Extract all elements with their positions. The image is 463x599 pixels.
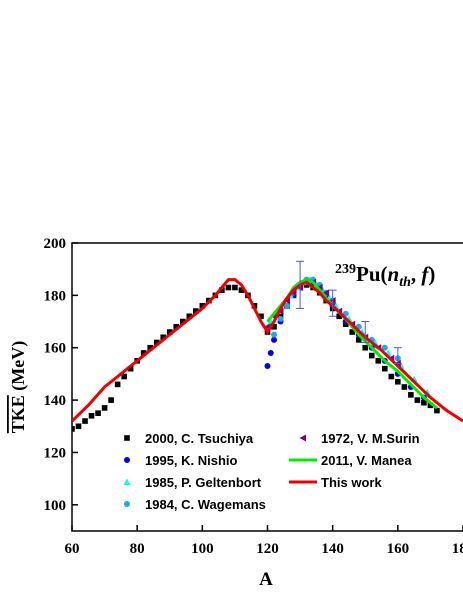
- point: [277, 315, 284, 322]
- point: [108, 397, 114, 403]
- error-bar: [296, 260, 305, 309]
- y-tick-label: 120: [44, 445, 67, 461]
- point: [271, 336, 278, 343]
- point: [264, 363, 271, 370]
- legend-label: 1984, C. Wagemans: [145, 497, 266, 512]
- point: [82, 418, 88, 424]
- y-tick-label: 140: [44, 393, 67, 409]
- series-line: [72, 278, 463, 423]
- point: [95, 410, 101, 416]
- title-part: 239: [335, 262, 356, 277]
- point: [271, 323, 277, 330]
- error-bar: [328, 289, 337, 317]
- legend-label: 1972, V. M.Surin: [321, 431, 420, 446]
- point: [199, 303, 206, 309]
- point: [336, 313, 342, 320]
- point: [186, 313, 193, 320]
- y-label-part: (MeV): [8, 341, 29, 395]
- legend-swatch: [124, 435, 130, 441]
- legend-swatch: [123, 478, 131, 485]
- y-axis-label: TKE (MeV): [8, 341, 29, 433]
- point: [88, 413, 95, 419]
- title-part: Pu(: [356, 262, 388, 286]
- x-tick-label: 160: [387, 541, 410, 557]
- y-tick-label: 180: [44, 288, 67, 304]
- error-bar: [393, 347, 402, 364]
- point: [72, 426, 75, 432]
- point: [375, 358, 382, 364]
- point: [401, 384, 408, 390]
- point: [75, 423, 82, 430]
- point: [225, 284, 232, 291]
- point: [193, 308, 199, 314]
- y-tick-label: 100: [44, 498, 67, 514]
- legend-label: 1995, K. Nishio: [145, 453, 238, 468]
- point: [114, 381, 121, 388]
- point: [368, 352, 375, 359]
- x-tick-label: 180: [452, 541, 463, 557]
- x-axis-label: A: [259, 569, 273, 590]
- x-tick-label: 140: [321, 541, 344, 557]
- title-part: th: [399, 275, 411, 290]
- point: [388, 373, 395, 380]
- point: [238, 287, 245, 293]
- point: [362, 344, 369, 351]
- error-bar: [361, 321, 370, 343]
- x-tick-label: 60: [65, 541, 80, 557]
- legend-label: 2011, V. Manea: [321, 453, 412, 468]
- legend-label: 1985, P. Geltenbort: [145, 475, 262, 490]
- title-part: n: [388, 262, 400, 286]
- title-part: ): [428, 262, 435, 286]
- title-part: f: [421, 262, 430, 286]
- point: [381, 344, 388, 351]
- x-tick-label: 80: [130, 541, 145, 557]
- y-label-part: TKE: [8, 395, 28, 433]
- point: [232, 284, 238, 291]
- point: [173, 323, 180, 330]
- point: [140, 350, 147, 356]
- point: [121, 373, 127, 380]
- point: [421, 399, 427, 406]
- point: [271, 331, 278, 338]
- point: [147, 344, 153, 351]
- point: [101, 405, 108, 411]
- point: [434, 407, 440, 414]
- point: [408, 392, 414, 398]
- point: [219, 287, 225, 293]
- plot-frame: [71, 242, 463, 532]
- point: [322, 289, 330, 297]
- point: [349, 329, 356, 335]
- point: [179, 318, 186, 325]
- y-tick-label: 200: [44, 236, 67, 252]
- legend-swatch: [124, 501, 130, 507]
- point: [395, 378, 401, 385]
- x-tick-label: 120: [256, 541, 279, 557]
- point: [127, 365, 134, 372]
- legend-label: 2000, C. Tsuchiya: [145, 431, 254, 446]
- point: [166, 329, 173, 335]
- point: [258, 313, 264, 320]
- plot-area: [72, 260, 463, 432]
- point: [267, 349, 274, 356]
- y-tick-label: 160: [44, 341, 67, 357]
- legend-swatch: [124, 457, 130, 463]
- chart-title: 239Pu(nth, f): [335, 262, 435, 290]
- point: [382, 365, 388, 372]
- point: [284, 302, 291, 309]
- title-part: ,: [411, 262, 422, 286]
- point: [355, 337, 362, 343]
- legend-swatch: [299, 434, 306, 442]
- x-tick-label: 100: [191, 541, 214, 557]
- point: [414, 397, 421, 403]
- point: [427, 402, 434, 409]
- legend-label: This work: [321, 475, 382, 490]
- point: [160, 334, 167, 341]
- point: [153, 339, 160, 346]
